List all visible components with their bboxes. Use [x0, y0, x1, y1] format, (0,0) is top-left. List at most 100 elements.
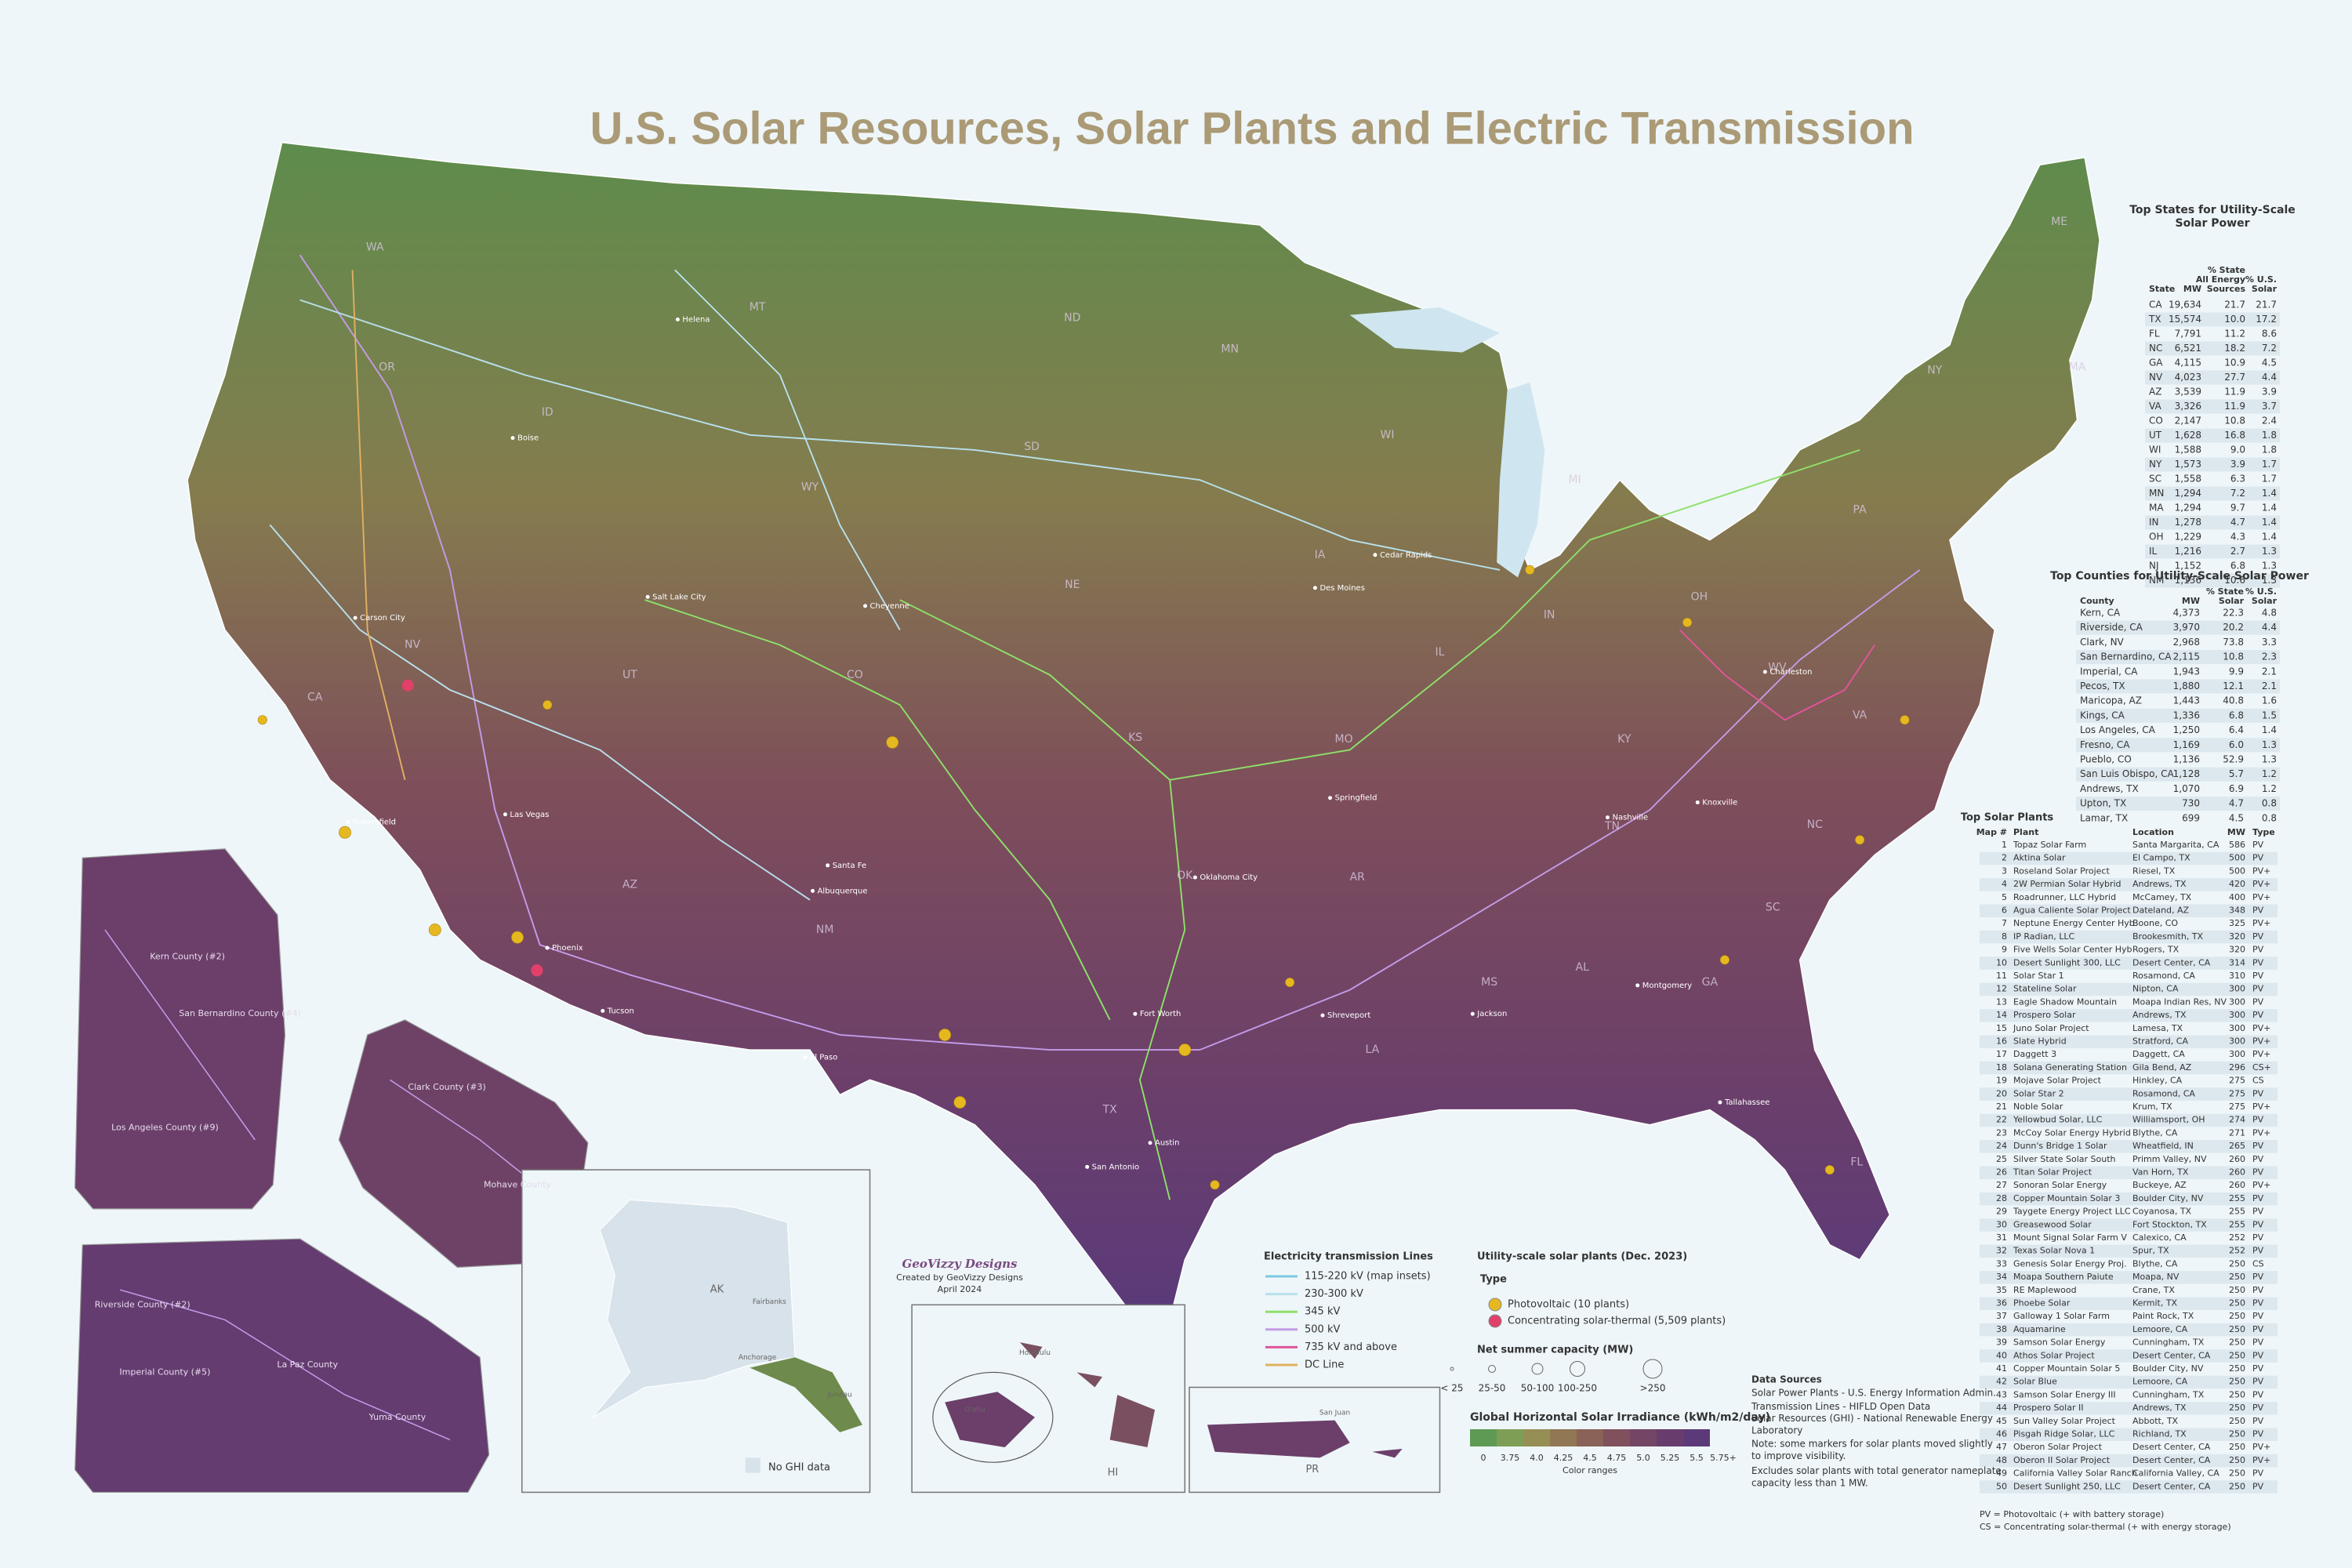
table-cell: Titan Solar Project: [2013, 1167, 2092, 1178]
legend-size-swatch: [1531, 1363, 1544, 1375]
row-band: [1980, 1035, 2278, 1048]
table-cell: Moapa, NV: [2132, 1272, 2180, 1282]
table-cell: 250: [2229, 1350, 2245, 1360]
table-cell: Dateland, AZ: [2132, 906, 2190, 916]
city-marker: [503, 812, 507, 817]
table-cell: 12.1: [2223, 681, 2244, 691]
legend-label: 50-100: [1521, 1383, 1555, 1394]
city-label: Phoenix: [552, 944, 583, 953]
table-cell: Phoebe Solar: [2013, 1298, 2071, 1308]
table-cell: Copper Mountain Solar 5: [2013, 1363, 2120, 1374]
table-cell: PV: [2252, 1377, 2264, 1387]
table-cell: 20.2: [2223, 622, 2244, 633]
us-landmass: [187, 141, 2100, 1321]
legend-label: DC Line: [1305, 1359, 1344, 1371]
table-cell: 1.3: [2262, 546, 2277, 557]
table-cell: 300: [2229, 996, 2245, 1007]
table-cell: 6.9: [2229, 783, 2244, 794]
table-cell: 3.9: [2262, 387, 2277, 397]
table-cell: 50: [1996, 1481, 2007, 1491]
table-cell: PV+: [2252, 1049, 2270, 1059]
table-cell: Krum, TX: [2132, 1102, 2172, 1112]
table-cell: Hinkley, CA: [2132, 1076, 2183, 1086]
city-marker: [803, 1055, 808, 1060]
state-label: NE: [1065, 579, 1080, 591]
table-cell: Taygete Energy Project LLC: [2013, 1207, 2131, 1217]
state-label: SD: [1024, 441, 1040, 453]
table-cell: 296: [2229, 1062, 2245, 1073]
table-cell: Daggett, CA: [2132, 1049, 2185, 1059]
table-cell: 250: [2229, 1429, 2245, 1439]
table-cell: 11.9: [2224, 401, 2245, 412]
table-cell: Galloway 1 Solar Farm: [2013, 1311, 2110, 1321]
table-cell: 255: [2229, 1207, 2245, 1217]
table-cell: Pueblo, CO: [2080, 754, 2132, 765]
table-cell: 252: [2229, 1232, 2245, 1243]
table-cell: 21.7: [2256, 299, 2277, 310]
table-cell: 27.7: [2224, 372, 2245, 383]
table-cell: 1.3: [2262, 754, 2277, 765]
territory-label: O'ahu: [964, 1406, 985, 1414]
cs-plant-marker: [531, 964, 543, 977]
plant-marker: [339, 826, 351, 839]
state-label: NC: [1807, 818, 1823, 831]
table-cell: 250: [2229, 1324, 2245, 1334]
table-cell: 17.2: [2256, 314, 2277, 325]
row-band: [1980, 1087, 2278, 1101]
ghi-swatch: [1523, 1429, 1550, 1446]
territory-label: Anchorage: [739, 1354, 777, 1362]
ghi-swatch: [1577, 1429, 1603, 1446]
table-cell: Lamesa, TX: [2132, 1023, 2183, 1033]
state-label: GA: [1702, 976, 1719, 989]
city-marker: [811, 888, 815, 893]
plant-marker: [1285, 977, 1295, 988]
row-band: [2076, 679, 2280, 694]
table-cell: 2.3: [2262, 652, 2277, 662]
table-cell: 271: [2229, 1127, 2245, 1138]
plant-marker: [511, 931, 524, 944]
table-cell: PV+: [2252, 1442, 2270, 1452]
table-cell: TX: [2148, 314, 2161, 325]
inset-label: Los Angeles County (#9): [111, 1123, 219, 1133]
table-cell: Slate Hybrid: [2013, 1036, 2067, 1047]
table-cell: 8: [2002, 931, 2007, 942]
table-cell: Oberon II Solar Project: [2013, 1455, 2111, 1465]
table-cell: Desert Sunlight 250, LLC: [2013, 1481, 2121, 1491]
city-label: Charleston: [1769, 668, 1812, 677]
hawaii-islands: [1019, 1342, 1156, 1448]
table-cell: 1,128: [2173, 768, 2200, 779]
plant-marker: [1719, 955, 1730, 965]
table-cell: 24: [1996, 1141, 2007, 1151]
table-cell: 6.3: [2230, 474, 2245, 485]
city-label: Shreveport: [1327, 1011, 1370, 1020]
row-band: [2145, 370, 2280, 385]
city-label: Springfield: [1335, 794, 1377, 803]
table-cell: 46: [1996, 1429, 2007, 1439]
table-cell: CO: [2149, 416, 2163, 426]
table-cell: 1,943: [2173, 666, 2200, 677]
table-cell: 2.7: [2230, 546, 2245, 557]
data-source: Laboratory: [1751, 1425, 1802, 1436]
row-band: [2145, 457, 2280, 472]
table-cell: 6.0: [2229, 739, 2244, 750]
inset-label: Clark County (#3): [408, 1082, 485, 1092]
column-header: County: [2080, 596, 2114, 606]
table-cell: IP Radian, LLC: [2013, 931, 2075, 942]
table-cell: Blythe, CA: [2132, 1258, 2178, 1269]
legend-title: Utility-scale solar plants (Dec. 2023): [1477, 1251, 1687, 1263]
table-cell: San Luis Obispo, CA: [2080, 768, 2174, 779]
row-band: [1980, 1297, 2278, 1310]
city-label: Tallahassee: [1724, 1098, 1769, 1107]
table-cell: 1,070: [2173, 783, 2200, 794]
legend-size-swatch: [1488, 1365, 1496, 1373]
state-label: AZ: [622, 879, 637, 891]
table-cell: Oberon Solar Project: [2013, 1442, 2103, 1452]
line-230kv: [269, 269, 1501, 901]
table-cell: Desert Center, CA: [2132, 1455, 2211, 1465]
transmission-lines: [269, 254, 1921, 1200]
ghi-swatch: [1657, 1429, 1683, 1446]
table-cell: 699: [2182, 812, 2200, 823]
table-cell: 275: [2229, 1102, 2245, 1112]
credit-created: Created by GeoVizzy Designs: [896, 1272, 1023, 1283]
